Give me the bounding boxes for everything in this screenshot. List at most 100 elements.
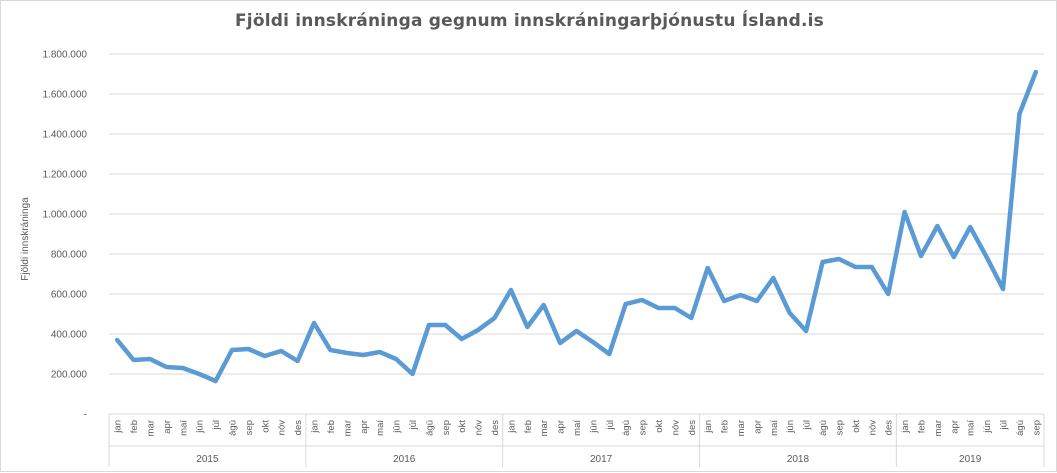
x-tick-label: mar xyxy=(342,420,353,436)
data-point xyxy=(164,365,168,369)
data-point xyxy=(246,347,250,351)
x-tick-label: sep xyxy=(244,420,255,435)
x-tick-label: jún xyxy=(982,420,993,434)
y-tick-label: - xyxy=(84,410,87,421)
data-point xyxy=(279,349,283,353)
data-point xyxy=(148,357,152,361)
x-tick-label: mar xyxy=(539,420,550,436)
data-point xyxy=(624,302,628,306)
data-point xyxy=(197,372,201,376)
x-tick-label: apr xyxy=(162,420,173,434)
data-point xyxy=(952,255,956,259)
series-line xyxy=(114,69,1039,384)
x-tick-label: jan xyxy=(703,420,714,434)
x-tick-label: okt xyxy=(851,420,862,433)
x-tick-label: mar xyxy=(736,420,747,436)
x-tick-label: jan xyxy=(113,420,124,434)
chart-title: Fjöldi innskráninga gegnum innskráningar… xyxy=(234,11,824,31)
data-point xyxy=(328,348,332,352)
x-tick-label: okt xyxy=(260,420,271,433)
x-tick-label: apr xyxy=(556,420,567,434)
y-tick-label: 1.800.000 xyxy=(43,50,88,61)
year-label: 2018 xyxy=(787,454,810,465)
data-point xyxy=(903,210,907,214)
x-tick-label: jan xyxy=(506,420,517,434)
data-point xyxy=(263,354,267,358)
x-tick-label: okt xyxy=(457,420,468,433)
data-point xyxy=(542,303,546,307)
data-point xyxy=(410,372,414,376)
x-tick-label: feb xyxy=(326,420,337,433)
x-tick-label: apr xyxy=(752,420,763,434)
x-tick-label: apr xyxy=(949,420,960,434)
x-tick-label: nóv xyxy=(670,420,681,436)
data-point xyxy=(476,328,480,332)
x-tick-label: des xyxy=(687,420,698,436)
y-axis-label: Fjöldi innskráninga xyxy=(20,197,31,281)
data-point xyxy=(1017,112,1021,116)
data-point xyxy=(985,255,989,259)
data-point xyxy=(853,265,857,269)
x-tick-label: júl xyxy=(998,420,1009,431)
year-label: 2019 xyxy=(959,454,982,465)
data-point xyxy=(525,325,529,329)
data-point xyxy=(230,348,234,352)
data-point xyxy=(607,352,611,356)
data-point xyxy=(689,316,693,320)
x-tick-label: ágú xyxy=(818,420,829,436)
data-point xyxy=(1001,287,1005,291)
y-tick-label: 800.000 xyxy=(51,250,88,261)
x-tick-label: maí xyxy=(769,420,780,436)
year-label: 2015 xyxy=(196,454,219,465)
data-point xyxy=(492,316,496,320)
data-point xyxy=(345,351,349,355)
x-tick-label: feb xyxy=(720,420,731,433)
data-point xyxy=(804,329,808,333)
y-tick-label: 600.000 xyxy=(51,290,88,301)
x-tick-label: jún xyxy=(785,420,796,434)
y-tick-label: 1.600.000 xyxy=(43,90,88,101)
data-point xyxy=(821,260,825,264)
x-tick-label: mar xyxy=(933,420,944,436)
data-point xyxy=(739,293,743,297)
y-tick-label: 1.400.000 xyxy=(43,130,88,141)
data-point xyxy=(935,224,939,228)
y-tick-label: 1.200.000 xyxy=(43,170,88,181)
data-point xyxy=(361,353,365,357)
x-tick-label: des xyxy=(293,420,304,436)
x-tick-label: sep xyxy=(441,420,452,435)
x-tick-label: feb xyxy=(129,420,140,433)
x-tick-label: okt xyxy=(654,420,665,433)
x-tick-label: júl xyxy=(211,420,222,431)
data-point xyxy=(181,366,185,370)
data-point xyxy=(509,288,513,292)
data-point xyxy=(837,257,841,261)
x-tick-label: júl xyxy=(408,420,419,431)
data-point xyxy=(919,254,923,258)
data-point xyxy=(591,340,595,344)
x-tick-label: sep xyxy=(834,420,845,435)
data-point xyxy=(378,350,382,354)
y-tick-label: 400.000 xyxy=(51,330,88,341)
x-tick-label: mar xyxy=(146,420,157,436)
data-point xyxy=(558,341,562,345)
x-tick-label: jún xyxy=(588,420,599,434)
x-tick-label: des xyxy=(490,420,501,436)
x-tick-label: sep xyxy=(1031,420,1042,435)
data-point xyxy=(312,321,316,325)
data-point xyxy=(214,379,218,383)
x-tick-label: jan xyxy=(310,420,321,434)
x-tick-label: jún xyxy=(195,420,206,434)
data-point xyxy=(640,298,644,302)
data-point xyxy=(788,311,792,315)
data-point xyxy=(575,329,578,333)
y-tick-label: 200.000 xyxy=(51,370,88,381)
y-tick-label: 1.000.000 xyxy=(43,210,88,221)
x-tick-label: ágú xyxy=(424,420,435,436)
x-tick-label: ágú xyxy=(1015,420,1026,436)
x-tick-label: jún xyxy=(392,420,403,434)
data-point xyxy=(443,323,447,327)
x-tick-label: júl xyxy=(605,420,616,431)
